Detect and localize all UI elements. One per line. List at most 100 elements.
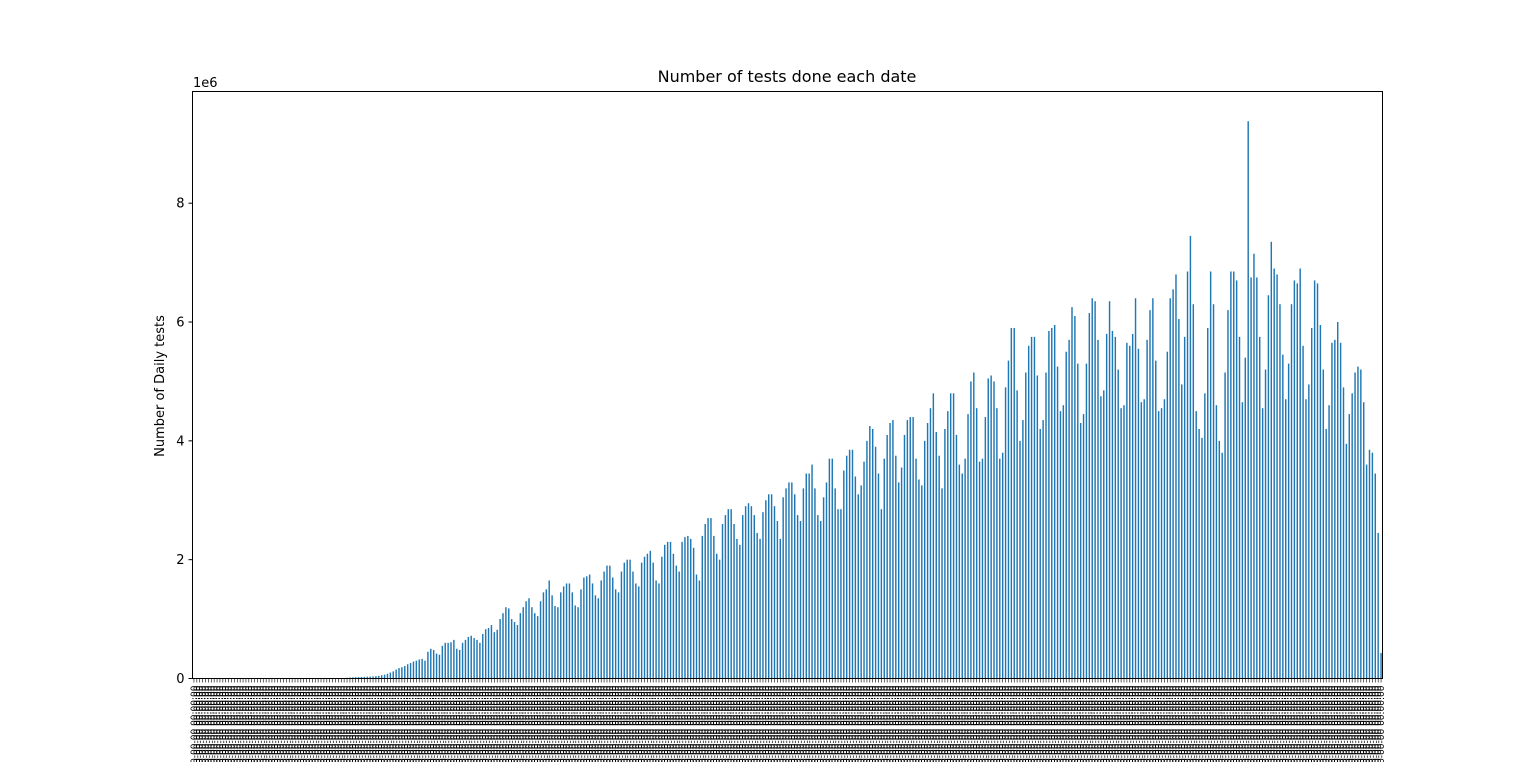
bar bbox=[1253, 254, 1254, 679]
bar bbox=[722, 524, 723, 678]
bar bbox=[655, 580, 656, 678]
bar bbox=[1143, 399, 1144, 678]
bar bbox=[1040, 429, 1041, 679]
bar bbox=[800, 521, 801, 678]
x-tick-label: 2020-00-00 00:00:00 bbox=[1377, 685, 1387, 762]
bar bbox=[1357, 367, 1358, 679]
bar bbox=[497, 630, 498, 679]
bar bbox=[520, 613, 521, 678]
bar bbox=[508, 608, 509, 678]
bar bbox=[1325, 429, 1326, 679]
bar bbox=[993, 381, 994, 678]
bar bbox=[1074, 316, 1075, 678]
bar bbox=[401, 667, 402, 678]
bar bbox=[982, 459, 983, 679]
bar bbox=[419, 659, 420, 678]
bar bbox=[1239, 337, 1240, 679]
bar bbox=[898, 482, 899, 678]
bar bbox=[742, 515, 743, 678]
bar bbox=[1129, 346, 1130, 679]
bar bbox=[1195, 411, 1196, 678]
bar bbox=[433, 650, 434, 679]
bar bbox=[577, 607, 578, 678]
bar bbox=[652, 563, 653, 679]
bar bbox=[996, 408, 997, 678]
bar bbox=[985, 417, 986, 678]
bar bbox=[1152, 298, 1153, 678]
bar bbox=[413, 662, 414, 679]
bar bbox=[872, 429, 873, 679]
bar bbox=[528, 598, 529, 678]
bar bbox=[1198, 429, 1199, 679]
y-tick-label: 0 bbox=[176, 672, 184, 687]
bar bbox=[765, 500, 766, 678]
bar bbox=[502, 613, 503, 678]
bar bbox=[785, 488, 786, 678]
bar bbox=[1259, 337, 1260, 679]
bar bbox=[1141, 402, 1142, 678]
bar bbox=[1187, 272, 1188, 679]
bar bbox=[840, 509, 841, 678]
bar bbox=[522, 607, 523, 678]
bar bbox=[878, 474, 879, 679]
bar bbox=[927, 423, 928, 678]
bar bbox=[1219, 441, 1220, 679]
bar bbox=[866, 441, 867, 679]
bar bbox=[950, 393, 951, 678]
bar bbox=[546, 589, 547, 678]
bar bbox=[494, 632, 495, 678]
bar bbox=[511, 619, 512, 678]
y-axis-label: Number of Daily tests bbox=[153, 315, 168, 457]
bar bbox=[1109, 301, 1110, 678]
bar bbox=[566, 583, 567, 678]
bar bbox=[1193, 304, 1194, 678]
bar bbox=[1366, 465, 1367, 679]
bar bbox=[468, 637, 469, 679]
bar bbox=[1123, 405, 1124, 678]
bar bbox=[589, 575, 590, 679]
bar bbox=[1014, 328, 1015, 679]
bar bbox=[1224, 373, 1225, 679]
bar bbox=[907, 420, 908, 678]
bar bbox=[1273, 269, 1274, 679]
bar bbox=[563, 586, 564, 678]
y-tick-label: 8 bbox=[176, 197, 184, 212]
bar bbox=[699, 580, 700, 678]
bar bbox=[600, 580, 601, 678]
bar bbox=[829, 459, 830, 679]
bar bbox=[826, 482, 827, 678]
bar bbox=[1054, 325, 1055, 679]
bar bbox=[1308, 384, 1309, 678]
bar bbox=[1158, 411, 1159, 678]
bar bbox=[895, 456, 896, 679]
bar bbox=[713, 536, 714, 679]
bar bbox=[1002, 453, 1003, 679]
bar bbox=[834, 488, 835, 678]
bar bbox=[612, 578, 613, 679]
bar bbox=[618, 592, 619, 678]
bar bbox=[488, 628, 489, 679]
bar bbox=[661, 557, 662, 679]
y-tick-label: 4 bbox=[176, 434, 184, 449]
bar bbox=[1126, 343, 1127, 679]
bar bbox=[777, 521, 778, 678]
bar bbox=[439, 655, 440, 679]
bar bbox=[1291, 304, 1292, 678]
bar bbox=[938, 456, 939, 679]
bar bbox=[973, 373, 974, 679]
bar bbox=[574, 605, 575, 678]
bar bbox=[1346, 444, 1347, 679]
bar bbox=[860, 485, 861, 678]
y-tick-label: 2 bbox=[176, 553, 184, 568]
bar bbox=[473, 638, 474, 678]
bar bbox=[1031, 337, 1032, 679]
bar bbox=[1063, 405, 1064, 678]
bar bbox=[774, 506, 775, 678]
bar bbox=[817, 515, 818, 678]
bar bbox=[941, 488, 942, 678]
bar bbox=[788, 482, 789, 678]
bar bbox=[1068, 340, 1069, 679]
bar bbox=[1213, 304, 1214, 678]
bar bbox=[595, 595, 596, 678]
bar bbox=[1340, 343, 1341, 679]
